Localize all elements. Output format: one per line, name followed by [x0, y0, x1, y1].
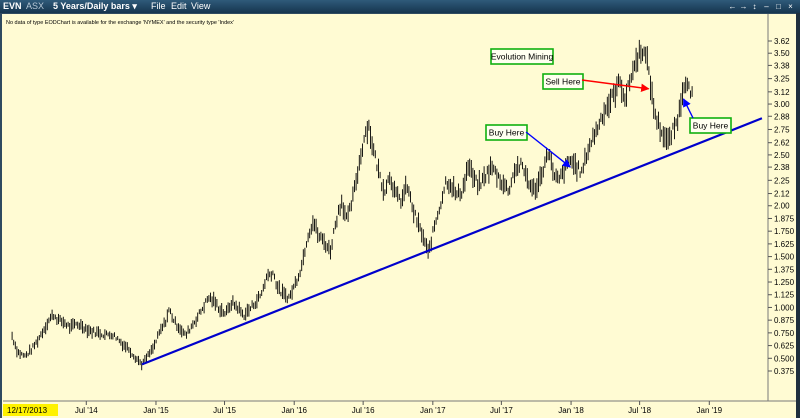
title-bar: EVN ASX 5 Years/Daily bars ▾ File Edit V… [0, 0, 800, 13]
x-tick-label: Jul '17 [490, 406, 513, 415]
minimize-icon[interactable]: – [764, 2, 769, 11]
x-tick-label: Jan '16 [281, 406, 307, 415]
plot-area[interactable] [0, 13, 796, 418]
y-tick-label: 2.88 [774, 112, 790, 121]
forward-arrow-icon[interactable]: → [739, 2, 748, 11]
y-axis: 0.375 0.500 0.625 0.750 0.875 1.000 1.125 1.250… [768, 37, 795, 376]
y-tick-label: 3.00 [774, 100, 790, 109]
annotation-label: Buy Here [693, 121, 729, 131]
menu-file[interactable]: File [151, 1, 166, 11]
y-tick-label: 2.00 [774, 202, 790, 211]
y-tick-label: 2.62 [774, 139, 790, 148]
y-tick-label: 1.500 [774, 253, 795, 262]
x-axis: Jul '14 Jan '15 Jul '15 Jan '16 Jul '16 Jan '… [3, 401, 723, 416]
y-tick-label: 1.000 [774, 303, 795, 312]
annotation-label: Sell Here [546, 77, 581, 87]
y-tick-label: 3.62 [774, 37, 790, 46]
price-series [11, 39, 693, 371]
annotations: Evolution Mining Sell Here Buy Here Buy Her… [485, 48, 732, 168]
annotation-label: Evolution Mining [491, 52, 554, 62]
y-tick-label: 2.25 [774, 176, 790, 185]
x-tick-label: Jul '15 [213, 406, 236, 415]
menu-view[interactable]: View [191, 1, 211, 11]
y-tick-label: 1.375 [774, 265, 795, 274]
y-tick-label: 3.50 [774, 49, 790, 58]
y-tick-label: 3.38 [774, 61, 790, 70]
x-tick-label: Jul '18 [628, 406, 651, 415]
price-bars [11, 39, 693, 371]
start-date-label: 12/17/2013 [7, 406, 48, 415]
annotation-box [542, 73, 584, 90]
y-tick-label: 0.500 [774, 354, 795, 363]
annotation-3: Buy Here [485, 124, 571, 168]
back-arrow-icon[interactable]: ← [728, 2, 737, 11]
x-tick-label: Jan '18 [558, 406, 584, 415]
annotation-label: Buy Here [489, 128, 525, 138]
y-tick-label: 0.875 [774, 316, 795, 325]
y-tick-label: 1.250 [774, 278, 795, 287]
y-tick-label: 1.750 [774, 227, 795, 236]
x-tick-label: Jul '14 [75, 406, 98, 415]
y-tick-label: 2.75 [774, 125, 790, 134]
exchange-label: ASX [26, 1, 45, 11]
y-tick-label: 1.125 [774, 291, 795, 300]
annotation-box [689, 117, 732, 134]
y-tick-label: 2.12 [774, 190, 790, 199]
trendline-group [141, 117, 763, 366]
y-tick-label: 2.50 [774, 151, 790, 160]
y-tick-label: 3.25 [774, 75, 790, 84]
annotation-1: Evolution Mining [490, 48, 554, 65]
annotation-arrow [581, 79, 650, 92]
close-icon[interactable]: × [788, 2, 793, 11]
annotation-4: Buy Here [682, 98, 732, 134]
menu-edit[interactable]: Edit [171, 1, 187, 11]
x-tick-label: Jul '16 [352, 406, 375, 415]
trendline [141, 117, 763, 366]
data-notice: No data of type EODChart is available fo… [6, 20, 234, 26]
start-date-highlight [3, 404, 58, 416]
annotation-2: Sell Here [542, 73, 650, 92]
x-tick-label: Jan '17 [420, 406, 446, 415]
maximize-icon[interactable]: □ [776, 2, 781, 11]
y-tick-label: 1.875 [774, 214, 795, 223]
y-tick-label: 0.750 [774, 329, 795, 338]
y-tick-label: 0.625 [774, 342, 795, 351]
y-tick-label: 1.625 [774, 240, 795, 249]
y-tick-label: 0.375 [774, 367, 795, 376]
symbol-label[interactable]: EVN [3, 1, 22, 11]
x-tick-label: Jan '19 [697, 406, 723, 415]
resize-icon[interactable]: ↕ [752, 2, 757, 11]
y-tick-label: 3.12 [774, 88, 790, 97]
y-tick-label: 2.38 [774, 163, 790, 172]
annotation-box [490, 48, 554, 65]
annotation-arrow [682, 98, 694, 119]
period-dropdown[interactable]: 5 Years/Daily bars ▾ [53, 1, 137, 11]
x-tick-label: Jan '15 [143, 406, 169, 415]
annotation-arrow [525, 131, 571, 168]
